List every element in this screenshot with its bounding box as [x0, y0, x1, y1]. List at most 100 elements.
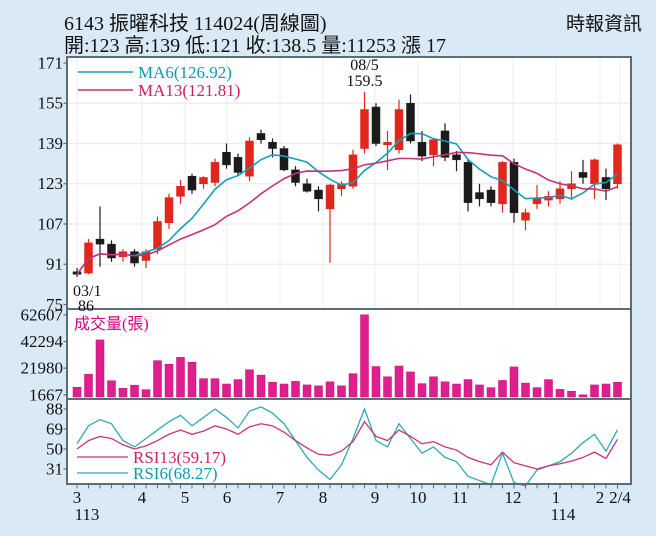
volume-bar [509, 366, 519, 398]
candle-body [302, 183, 312, 192]
volume-bar [463, 379, 473, 398]
month-label: 2/4 [609, 488, 631, 507]
volume-bar [348, 373, 358, 398]
candle-body [279, 148, 289, 171]
volume-bars [72, 314, 622, 398]
candle-body [521, 212, 530, 221]
panel-background [67, 57, 631, 484]
year-label: 113 [75, 505, 100, 524]
candle-body [291, 169, 300, 183]
volume-bar [199, 378, 208, 398]
volume-bar [279, 383, 289, 398]
volume-bar [544, 379, 553, 398]
month-label: 5 [181, 488, 190, 507]
volume-bar [429, 376, 438, 398]
candle-body [463, 162, 473, 203]
volume-bar [107, 380, 116, 398]
candle-body [245, 140, 254, 177]
volume-bar [521, 382, 530, 398]
price-axis-label: 155 [38, 94, 64, 113]
year-label: 114 [551, 505, 576, 524]
rsi-axis-label: 31 [46, 459, 63, 478]
panel-borders [66, 56, 632, 489]
volume-bar [452, 383, 461, 398]
month-label: 9 [371, 488, 380, 507]
volume-axis-label: 42294 [21, 332, 64, 351]
volume-bar [72, 387, 82, 398]
volume-bar [153, 360, 162, 398]
month-label: 6 [223, 488, 232, 507]
volume-bar [601, 383, 611, 398]
month-label: 10 [410, 488, 427, 507]
volume-bar [291, 381, 300, 398]
candle-body [256, 133, 266, 140]
volume-bar [141, 389, 151, 398]
volume-bar [440, 381, 450, 398]
volume-bar [406, 371, 415, 398]
volume-bar [532, 387, 542, 398]
volume-bar [233, 379, 243, 398]
month-label: 1 [552, 488, 561, 507]
data-provider: 時報資訊 [565, 14, 642, 35]
volume-bar [222, 383, 231, 398]
volume-panel-label: 成交量(張) [74, 315, 149, 333]
volume-bar [268, 381, 277, 398]
volume-bar [256, 374, 266, 398]
candle-body [153, 221, 162, 250]
candle-body [555, 188, 565, 200]
rsi6-legend-label: RSI6(68.27) [133, 464, 218, 483]
candle-body [417, 141, 427, 157]
candle-body [590, 159, 599, 184]
candle-body [613, 144, 622, 184]
volume-bar [475, 384, 484, 398]
month-label: 8 [319, 488, 328, 507]
candle-body [187, 175, 197, 191]
low-annotation-value: 86 [78, 298, 94, 315]
volume-bar [486, 387, 496, 398]
month-label: 7 [276, 488, 285, 507]
rsi13-legend-label: RSI13(59.17) [133, 448, 226, 467]
chart-outer-border [66, 56, 632, 485]
price-axis-label: 171 [38, 54, 64, 73]
candle-body [532, 198, 542, 205]
price-axis-label: 139 [38, 134, 64, 153]
volume-bar [371, 366, 381, 398]
volume-axis-label: 21980 [21, 359, 64, 378]
candlesticks [72, 91, 622, 277]
candle-body [210, 162, 220, 183]
volume-bar [567, 390, 576, 398]
volume-bar [325, 381, 335, 398]
price-axis-label: 107 [38, 214, 64, 233]
candle-body [130, 251, 139, 264]
month-label: 4 [138, 488, 147, 507]
month-label: 3 [73, 488, 82, 507]
volume-bar [590, 384, 599, 398]
candle-body [233, 157, 243, 173]
volume-bar [95, 339, 105, 398]
candle-body [348, 154, 358, 187]
volume-bar [210, 378, 220, 398]
candle-body [222, 152, 231, 166]
price-axis-label: 75 [46, 295, 63, 314]
rsi-axis-label: 88 [46, 400, 63, 419]
high-annotation-date: 08/5 [350, 57, 378, 74]
month-label: 12 [505, 488, 522, 507]
high-annotation-value: 159.5 [347, 73, 383, 90]
stock-title: 6143 振曜科技 114024(周線圖) [64, 13, 327, 35]
volume-axis-label: 1667 [29, 385, 64, 404]
volume-bar [187, 361, 197, 398]
price-axis-label: 91 [46, 255, 63, 274]
panel-backgrounds [67, 57, 631, 484]
volume-bar [337, 385, 346, 398]
volume-bar [84, 373, 93, 398]
candle-body [176, 186, 185, 197]
candle-body [440, 130, 450, 158]
candle-body [486, 189, 496, 203]
candle-body [95, 238, 105, 245]
candle-body [107, 243, 116, 259]
rsi-axis-label: 69 [46, 419, 63, 438]
volume-bar [555, 389, 565, 398]
candle-body [429, 139, 438, 156]
